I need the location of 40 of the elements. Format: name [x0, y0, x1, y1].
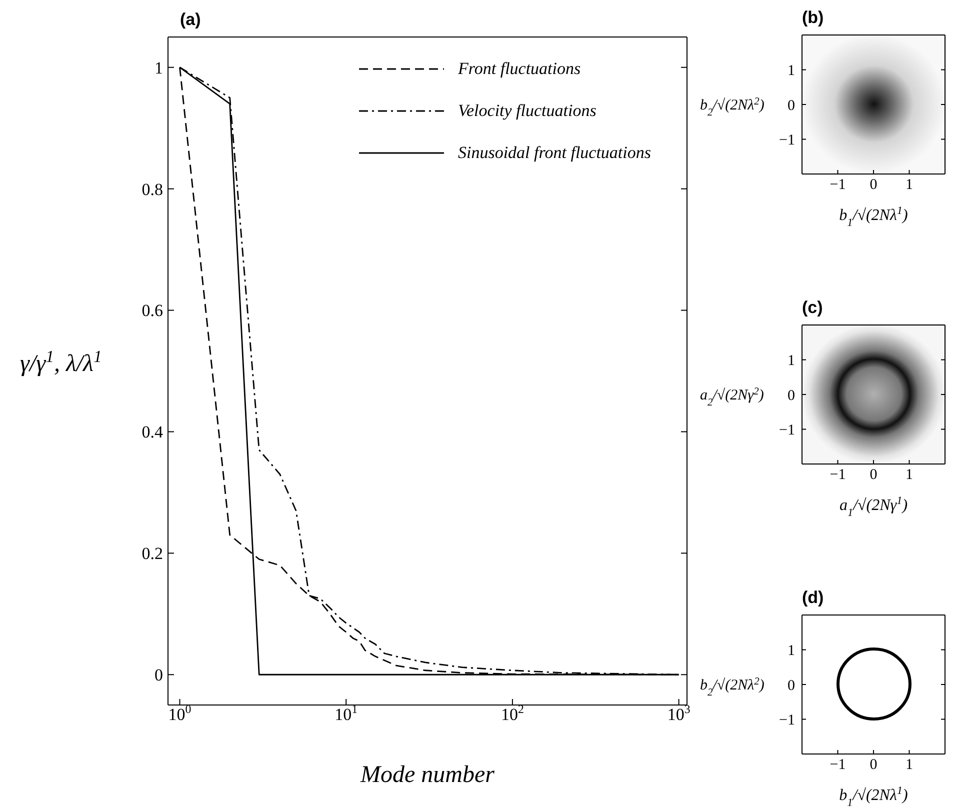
x-tick-label: 1 — [906, 757, 913, 773]
y-axis-title: a$_{2}$/√(2Nγ$^{2}$) — [700, 386, 764, 408]
x-tick-label: 0 — [870, 177, 878, 193]
y-tick-label: 0.8 — [142, 180, 163, 199]
x-tick-label: −1 — [830, 757, 846, 773]
y-axis-title: b$_{2}$/√(2Nλ$^{2}$) — [700, 96, 764, 118]
y-tick-label: 1 — [154, 58, 163, 78]
chart-title: (a) — [180, 10, 201, 30]
x-tick-label: 0 — [870, 757, 878, 773]
x-axis-title: b$_{1}$/√(2Nλ$^{1}$) — [839, 785, 908, 809]
chart-title: (b) — [802, 8, 824, 28]
legend-label: Velocity fluctuations — [458, 101, 596, 121]
y-tick-label: 0.6 — [142, 301, 163, 320]
x-tick-label: 0 — [870, 467, 878, 483]
y-tick-label: 0 — [788, 388, 795, 404]
legend-label: Sinusoidal front fluctuations — [458, 143, 651, 163]
x-tick-label: −1 — [830, 177, 846, 193]
chart-title: (d) — [802, 588, 824, 608]
y-tick-label: 1 — [788, 643, 795, 659]
y-tick-label: −1 — [779, 422, 795, 438]
x-tick-label: 1 — [906, 467, 913, 483]
y-tick-label: 0.2 — [142, 544, 163, 564]
x-tick-label: 10$^{0}$ — [168, 702, 192, 724]
x-tick-label: −1 — [830, 467, 846, 483]
x-tick-label: 1 — [906, 177, 913, 193]
y-tick-label: 1 — [788, 353, 795, 369]
legend-label: Front fluctuations — [458, 59, 581, 79]
chart-title: (c) — [802, 298, 823, 318]
y-axis-title: b$_{2}$/√(2Nλ$^{2}$) — [700, 676, 764, 698]
y-tick-label: −1 — [779, 132, 795, 148]
x-axis-title: a$_{1}$/√(2Nγ$^{1}$) — [839, 495, 908, 519]
x-axis-title: b$_{1}$/√(2Nλ$^{1}$) — [839, 205, 908, 229]
y-axis-title: γ/γ$^{1}$, λ/λ$^{1}$ — [20, 346, 102, 377]
x-tick-label: 10$^{1}$ — [334, 702, 358, 724]
y-tick-label: 0 — [154, 666, 163, 685]
y-tick-label: 0.4 — [142, 422, 164, 442]
y-tick-label: 0 — [788, 678, 795, 694]
y-tick-label: 0 — [788, 98, 795, 114]
y-tick-label: 1 — [788, 63, 795, 79]
x-axis-title: Mode number — [360, 762, 496, 788]
